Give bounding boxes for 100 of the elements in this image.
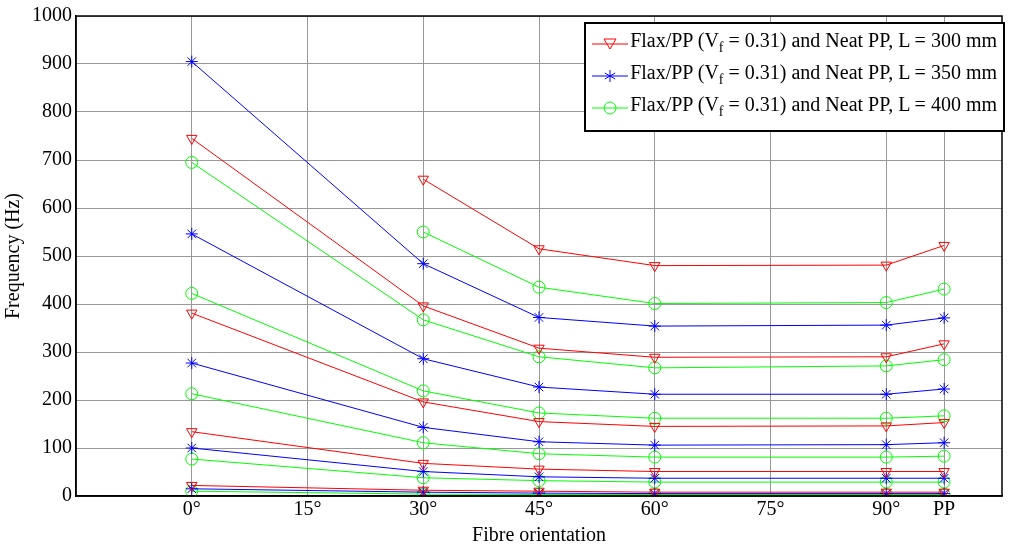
y-tick-label: 300 bbox=[42, 339, 72, 362]
point bbox=[879, 387, 893, 401]
point bbox=[185, 286, 199, 300]
x-tick-label: PP bbox=[933, 497, 956, 520]
point bbox=[532, 435, 546, 449]
point bbox=[533, 465, 545, 476]
point bbox=[416, 225, 430, 239]
point bbox=[879, 438, 893, 452]
point bbox=[186, 309, 198, 320]
point bbox=[532, 406, 546, 420]
point bbox=[879, 296, 893, 310]
point bbox=[185, 356, 199, 370]
legend-label: Flax/PP (V$_{f}$ = 0.31) and Neat PP, L = 400 mm bbox=[630, 92, 997, 121]
point bbox=[416, 313, 430, 327]
point bbox=[185, 227, 199, 241]
point bbox=[938, 340, 950, 351]
y-tick-label: 700 bbox=[42, 147, 72, 170]
y-tick-label: 400 bbox=[42, 291, 72, 314]
point bbox=[880, 468, 892, 479]
point bbox=[532, 470, 546, 484]
x-tick-label: 45° bbox=[525, 497, 553, 520]
point bbox=[417, 302, 429, 313]
point bbox=[648, 411, 662, 425]
x-tick-label: 0° bbox=[182, 497, 201, 520]
point bbox=[937, 311, 951, 325]
y-axis-title: Frequency (Hz) bbox=[1, 192, 25, 320]
x-tick-label: 90° bbox=[872, 497, 901, 520]
point bbox=[533, 344, 545, 355]
point bbox=[416, 352, 430, 366]
point bbox=[416, 384, 430, 398]
point bbox=[648, 471, 662, 485]
point bbox=[186, 481, 198, 492]
point bbox=[937, 436, 951, 450]
point bbox=[648, 450, 662, 464]
point bbox=[648, 319, 662, 333]
point bbox=[649, 353, 661, 364]
point bbox=[186, 428, 198, 439]
point bbox=[937, 409, 951, 423]
point bbox=[417, 175, 429, 186]
y-tick-label: 100 bbox=[42, 435, 72, 458]
point bbox=[880, 261, 892, 272]
point bbox=[532, 380, 546, 394]
y-tick-label: 200 bbox=[42, 387, 72, 410]
point bbox=[648, 361, 662, 375]
point bbox=[533, 418, 545, 429]
point bbox=[416, 465, 430, 479]
point bbox=[417, 398, 429, 409]
point bbox=[532, 350, 546, 364]
point bbox=[185, 55, 199, 69]
point bbox=[879, 450, 893, 464]
point bbox=[879, 471, 893, 485]
point bbox=[648, 475, 662, 489]
point bbox=[648, 387, 662, 401]
point bbox=[648, 438, 662, 452]
point bbox=[879, 318, 893, 332]
point bbox=[532, 474, 546, 488]
point bbox=[938, 241, 950, 252]
point bbox=[416, 420, 430, 434]
x-tick-label: 30° bbox=[409, 497, 438, 520]
point bbox=[937, 353, 951, 367]
point bbox=[938, 419, 950, 430]
point bbox=[649, 422, 661, 433]
point bbox=[416, 257, 430, 271]
point bbox=[186, 134, 198, 145]
point bbox=[532, 280, 546, 294]
x-tick-label: 75° bbox=[756, 497, 785, 520]
legend-label: Flax/PP (V$_{f}$ = 0.31) and Neat PP, L = 300 mm bbox=[630, 28, 997, 57]
point bbox=[533, 245, 545, 256]
point bbox=[185, 387, 199, 401]
point bbox=[879, 359, 893, 373]
point bbox=[880, 353, 892, 364]
y-tick-label: 600 bbox=[42, 195, 72, 218]
point bbox=[937, 449, 951, 463]
point bbox=[649, 468, 661, 479]
point bbox=[937, 471, 951, 485]
point bbox=[879, 475, 893, 489]
point bbox=[938, 468, 950, 479]
point bbox=[937, 282, 951, 296]
point bbox=[185, 452, 199, 466]
point bbox=[417, 459, 429, 470]
x-tick-label: 60° bbox=[640, 497, 669, 520]
x-axis-title: Fibre orientation bbox=[472, 523, 606, 546]
point bbox=[937, 475, 951, 489]
point bbox=[185, 441, 199, 455]
point bbox=[532, 310, 546, 324]
point bbox=[416, 471, 430, 485]
y-tick-label: 1000 bbox=[32, 3, 72, 26]
point bbox=[185, 155, 199, 169]
legend-label: Flax/PP (V$_{f}$ = 0.31) and Neat PP, L = 350 mm bbox=[630, 60, 997, 89]
x-tick-label: 15° bbox=[293, 497, 322, 520]
point bbox=[648, 297, 662, 311]
point bbox=[649, 262, 661, 273]
point bbox=[416, 436, 430, 450]
point bbox=[879, 411, 893, 425]
y-tick-label: 500 bbox=[42, 243, 72, 266]
point bbox=[880, 422, 892, 433]
point bbox=[937, 382, 951, 396]
y-tick-label: 800 bbox=[42, 99, 72, 122]
y-tick-label: 0 bbox=[62, 483, 72, 506]
y-tick-label: 900 bbox=[42, 51, 72, 74]
